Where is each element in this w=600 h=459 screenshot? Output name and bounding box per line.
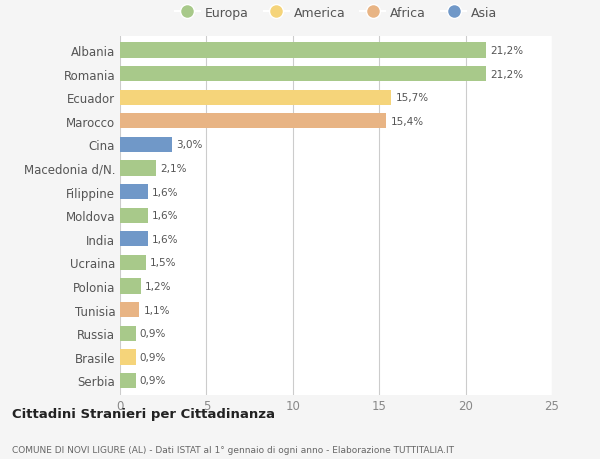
Bar [120, 349, 136, 365]
Bar [120, 185, 148, 200]
Text: 1,6%: 1,6% [152, 211, 178, 221]
Text: 1,2%: 1,2% [145, 281, 172, 291]
Text: COMUNE DI NOVI LIGURE (AL) - Dati ISTAT al 1° gennaio di ogni anno - Elaborazion: COMUNE DI NOVI LIGURE (AL) - Dati ISTAT … [12, 445, 454, 454]
Text: 15,4%: 15,4% [391, 117, 424, 127]
Text: 15,7%: 15,7% [395, 93, 429, 103]
Text: 2,1%: 2,1% [161, 163, 187, 174]
Legend: Europa, America, Africa, Asia: Europa, America, Africa, Asia [170, 2, 502, 25]
Bar [120, 373, 136, 388]
Bar [120, 67, 487, 82]
Bar [120, 302, 139, 318]
Bar [120, 208, 148, 224]
Bar [120, 137, 172, 153]
Text: 1,6%: 1,6% [152, 187, 178, 197]
Text: 0,9%: 0,9% [140, 329, 166, 338]
Bar [120, 255, 146, 270]
Text: 3,0%: 3,0% [176, 140, 203, 150]
Bar [120, 114, 386, 129]
Text: 1,5%: 1,5% [150, 258, 177, 268]
Text: 0,9%: 0,9% [140, 375, 166, 386]
Text: 1,6%: 1,6% [152, 234, 178, 244]
Bar [120, 326, 136, 341]
Bar [120, 232, 148, 247]
Bar [120, 279, 141, 294]
Text: 1,1%: 1,1% [143, 305, 170, 315]
Text: Cittadini Stranieri per Cittadinanza: Cittadini Stranieri per Cittadinanza [12, 407, 275, 420]
Bar [120, 161, 156, 176]
Bar [120, 90, 391, 106]
Bar [120, 43, 487, 58]
Text: 21,2%: 21,2% [491, 46, 524, 56]
Text: 0,9%: 0,9% [140, 352, 166, 362]
Text: 21,2%: 21,2% [491, 69, 524, 79]
